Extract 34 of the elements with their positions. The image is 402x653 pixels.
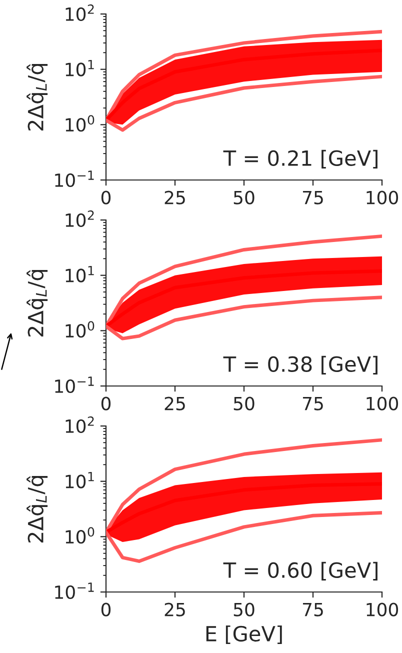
x-tick-label: 0 (101, 602, 111, 616)
y-tick-label: 10$^{−1}$ (55, 582, 94, 599)
x-tick-label: 100 (366, 602, 398, 616)
x-tick-label: 25 (164, 190, 185, 204)
y-axis-title: 2Δq̂$_{L}$/q̂ (26, 270, 48, 336)
x-tick-label: 50 (234, 602, 254, 616)
x-tick-label: 100 (366, 190, 398, 204)
y-tick-label: 10$^{2}$ (66, 416, 94, 433)
x-tick-label: 50 (234, 190, 254, 204)
y-tick-label: 10$^{0}$ (66, 115, 94, 132)
x-tick-label: 75 (302, 602, 323, 616)
y-tick-label: 10$^{−1}$ (55, 376, 94, 393)
x-tick-label: 0 (101, 190, 111, 204)
y-tick-label: 10$^{1}$ (66, 266, 94, 282)
y-axis-title: 2Δq̂$_{L}$/q̂ (26, 476, 48, 542)
y-tick-label: 10$^{0}$ (66, 321, 94, 338)
y-tick-label: 10$^{1}$ (66, 60, 94, 76)
x-tick-label: 25 (164, 396, 185, 410)
annotation: T = 0.21 [GeV] (223, 150, 378, 168)
x-tick-label: 0 (101, 396, 111, 410)
annotation: T = 0.60 [GeV] (223, 562, 378, 580)
y-tick-label: 10$^{2}$ (66, 210, 94, 227)
annotation: T = 0.38 [GeV] (223, 356, 378, 374)
x-tick-label: 100 (366, 396, 398, 410)
x-axis-title: E [GeV] (206, 625, 282, 644)
x-tick-label: 25 (164, 602, 185, 616)
x-tick-label: 75 (302, 396, 323, 410)
y-tick-label: 10$^{2}$ (66, 4, 94, 21)
y-axis-title: 2Δq̂$_{L}$/q̂ (26, 64, 48, 130)
x-tick-label: 75 (302, 190, 323, 204)
x-tick-label: 50 (234, 396, 254, 410)
y-tick-label: 10$^{−1}$ (55, 170, 94, 187)
y-tick-label: 10$^{0}$ (66, 527, 94, 544)
y-tick-label: 10$^{1}$ (66, 472, 94, 488)
